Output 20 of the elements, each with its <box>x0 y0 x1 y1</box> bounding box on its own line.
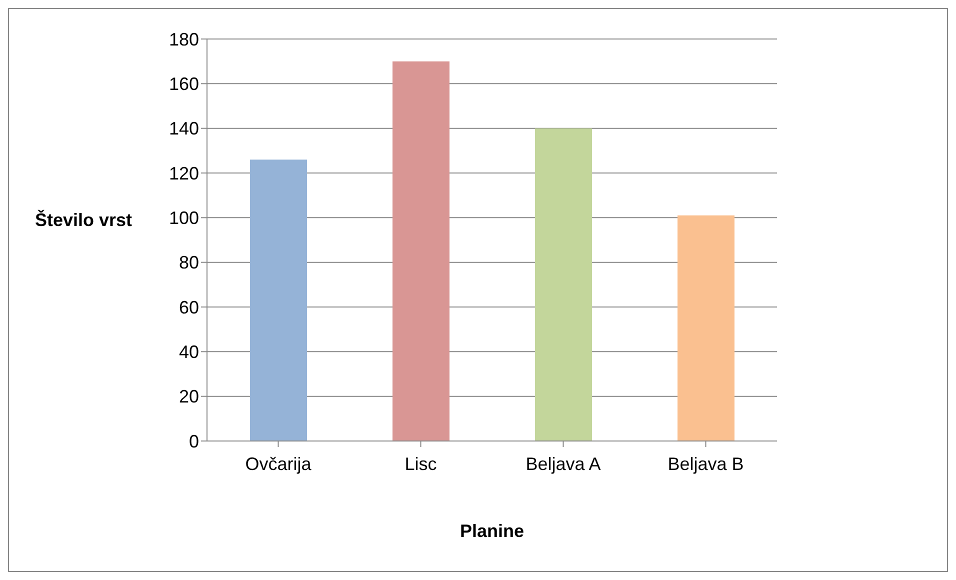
y-tick-label: 20 <box>178 386 199 407</box>
x-tick-label: Beljava A <box>526 454 601 474</box>
bar <box>250 160 307 441</box>
y-tick-label: 60 <box>178 297 199 318</box>
x-axis-title: Planine <box>458 521 526 542</box>
y-tick-label: 120 <box>168 163 199 184</box>
bar <box>535 128 592 441</box>
x-tick-label: Ovčarija <box>245 454 312 474</box>
y-tick-label: 160 <box>168 74 199 94</box>
bar <box>678 215 734 441</box>
x-tick-label: Lisc <box>404 454 437 474</box>
y-tick-label: 80 <box>178 252 199 273</box>
y-tick-label: 140 <box>168 118 199 139</box>
y-tick-label: 40 <box>178 342 199 362</box>
y-tick-label: 100 <box>168 208 199 228</box>
y-tick-label: 0 <box>188 431 199 452</box>
bar <box>392 61 450 441</box>
y-tick-label: 180 <box>168 29 199 50</box>
x-tick-label: Beljava B <box>668 454 744 474</box>
y-axis-title: Število vrst <box>35 208 134 232</box>
